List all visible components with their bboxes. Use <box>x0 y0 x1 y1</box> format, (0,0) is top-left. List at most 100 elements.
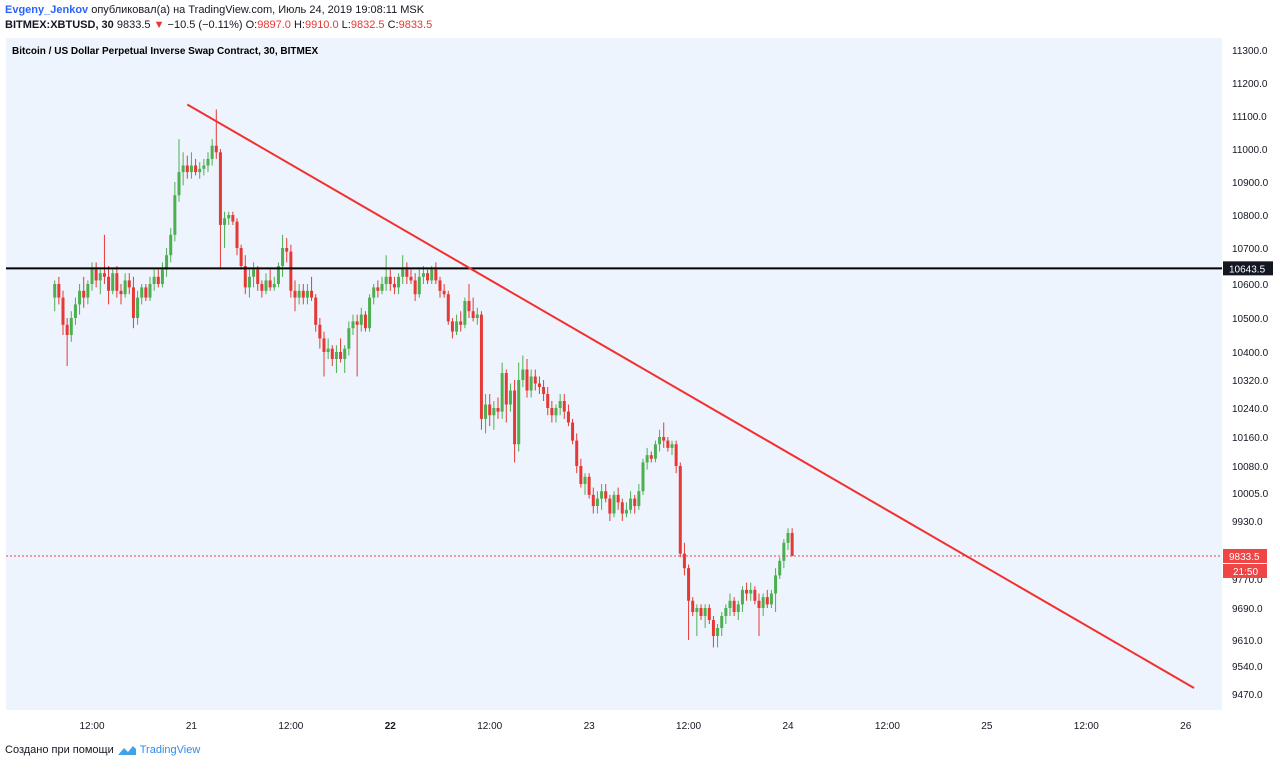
candle-body <box>682 553 686 569</box>
candle-body <box>384 276 388 284</box>
time-tick-label: 12:00 <box>676 721 701 732</box>
candle-body <box>438 280 442 291</box>
candle-body <box>136 297 140 318</box>
time-axis[interactable]: 12:00 21 12:00 22 12:00 23 12:00 24 12:00 25 12:00… <box>79 721 1191 732</box>
candle-body <box>102 273 106 277</box>
candle-body <box>521 369 525 380</box>
candle-body <box>322 338 326 352</box>
candle-body <box>471 311 475 318</box>
candle-body <box>297 290 301 298</box>
candle-body <box>558 401 562 408</box>
candle-body <box>156 276 160 284</box>
candle-body <box>413 280 417 295</box>
price-tick-label: 10600.0 <box>1232 280 1269 291</box>
candle-body <box>633 498 637 507</box>
candle-body <box>434 269 438 281</box>
candle-body <box>310 290 314 298</box>
candle-body <box>583 476 587 484</box>
tradingview-logo-icon <box>117 746 136 755</box>
price-tick-label: 9540.0 <box>1232 662 1263 673</box>
candle-body <box>107 276 111 291</box>
open-label: O: <box>245 19 258 31</box>
high-value: 9910.0 <box>304 19 339 31</box>
candle-body <box>591 494 595 507</box>
price-tick-label: 9470.0 <box>1232 690 1263 701</box>
candle-body <box>94 269 98 281</box>
candle-body <box>600 491 604 499</box>
publish-info: опубликовал(а) на TradingView.com, Июль … <box>91 4 425 16</box>
candle-body <box>198 168 202 173</box>
last-price: 9833.5 <box>116 19 151 31</box>
candle-body <box>351 321 355 329</box>
price-tick-label: 10900.0 <box>1232 178 1269 189</box>
candle-body <box>724 608 728 616</box>
candle-body <box>566 411 570 423</box>
time-tick-label: 25 <box>981 721 993 732</box>
time-tick-label: 24 <box>782 721 794 732</box>
tradingview-brand[interactable]: TradingView <box>139 744 201 756</box>
price-axis-background <box>1222 38 1280 710</box>
candle-body <box>513 390 517 445</box>
candle-body <box>82 290 86 298</box>
candle-body <box>753 589 757 601</box>
candle-body <box>123 280 127 295</box>
candle-body <box>571 422 575 441</box>
candle-body <box>492 408 496 416</box>
candle-body <box>455 321 459 332</box>
candle-body <box>554 408 558 416</box>
candle-body <box>517 380 521 445</box>
candle-body <box>488 404 492 416</box>
price-tick-label: 9770.0 <box>1232 575 1263 586</box>
candle-body <box>173 195 177 235</box>
candle-body <box>500 373 504 412</box>
time-tick-label: 12:00 <box>79 721 104 732</box>
candle-body <box>392 284 396 288</box>
candle-body <box>326 348 330 352</box>
candle-body <box>368 297 372 329</box>
candle-body <box>703 608 707 616</box>
time-tick-label: 12:00 <box>278 721 303 732</box>
candle-body <box>252 269 256 277</box>
candle-body <box>496 408 500 412</box>
candle-body <box>459 321 463 325</box>
level-price-label: 10643.5 <box>1229 264 1266 275</box>
candle-body <box>318 324 322 339</box>
candle-body <box>339 352 343 359</box>
ohlc-line: BITMEX:XBTUSD, 30 9833.5 ▼ −10.5 (−0.11%… <box>5 18 432 33</box>
low-label: L: <box>341 19 351 31</box>
candle-body <box>653 444 657 459</box>
candle-body <box>223 218 227 225</box>
price-tick-label: 10005.0 <box>1232 489 1269 500</box>
candle-body <box>69 318 73 335</box>
candle-body <box>479 314 483 419</box>
price-tick-label: 10240.0 <box>1232 404 1269 415</box>
candle-body <box>293 290 297 298</box>
time-tick-label: 12:00 <box>1074 721 1099 732</box>
candle-body <box>475 314 479 318</box>
candle-body <box>210 145 214 159</box>
time-tick-label: 26 <box>1180 721 1192 732</box>
candle-body <box>670 444 674 448</box>
current-price-badge <box>1223 548 1267 563</box>
trendline <box>186 103 1195 689</box>
candle-body <box>450 321 454 332</box>
candle-body <box>620 502 624 514</box>
candle-body <box>372 287 376 298</box>
time-tick-label: 12:00 <box>477 721 502 732</box>
candle-body <box>388 276 392 284</box>
candle-body <box>301 290 305 298</box>
author-link[interactable]: Evgeny_Jenkov <box>5 4 89 16</box>
low-value: 9832.5 <box>350 19 385 31</box>
candle-body <box>782 542 786 561</box>
candle-body <box>144 287 148 298</box>
candle-body <box>575 440 579 466</box>
candle-body <box>243 266 247 288</box>
candle-body <box>148 284 152 298</box>
candle-body <box>736 604 740 612</box>
price-tick-label: 11300.0 <box>1232 46 1268 57</box>
price-axis[interactable]: 11300.0 11200.0 11100.0 11000.0 10900.0 10800… <box>1232 46 1269 701</box>
candle-body <box>674 444 678 466</box>
candle-body <box>749 589 753 594</box>
